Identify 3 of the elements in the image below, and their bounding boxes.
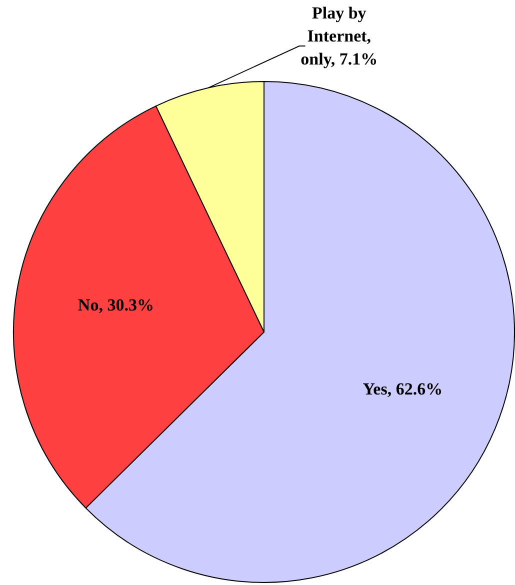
slice-label: Yes, 62.6% [362,379,443,398]
slice-label: Play by Internet, only, 7.1% [300,3,378,68]
slice-label: No, 30.3% [78,296,154,315]
